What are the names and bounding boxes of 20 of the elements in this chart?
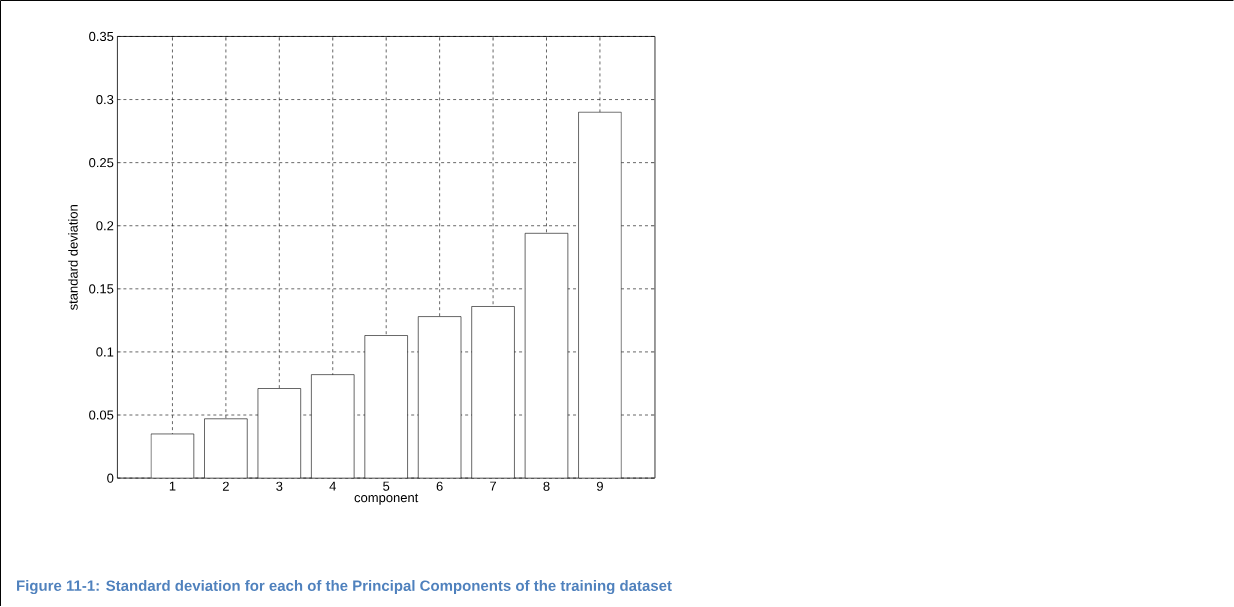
y-tick-label: 0 [107, 473, 114, 483]
x-tick-label: 6 [436, 481, 443, 492]
x-tick-label: 1 [169, 481, 176, 491]
y-tick-label: 0.35 [89, 32, 114, 42]
x-tick-label: 9 [596, 481, 603, 492]
y-tick-label: 0.1 [96, 347, 114, 357]
x-tick-label: 5 [383, 481, 390, 491]
y-tick-label: 0.15 [89, 284, 114, 294]
x-tick-label: 4 [329, 481, 336, 491]
caption: Figure 11-1: Standard deviation for each of the Principal Components of the training dataset [17, 580, 672, 595]
y-tick-label: 0.05 [89, 410, 114, 420]
y-tick-label: 0.2 [96, 221, 114, 231]
y-axis-title: standard deviation [68, 205, 78, 311]
y-tick-label: 0.3 [96, 95, 114, 105]
y-tick-label: 0.25 [89, 158, 114, 168]
x-tick-label: 8 [543, 481, 550, 492]
x-tick-label: 3 [276, 481, 283, 492]
x-tick-label: 7 [490, 481, 497, 491]
x-axis-title: component [354, 493, 419, 506]
x-tick-label: 2 [222, 481, 229, 491]
